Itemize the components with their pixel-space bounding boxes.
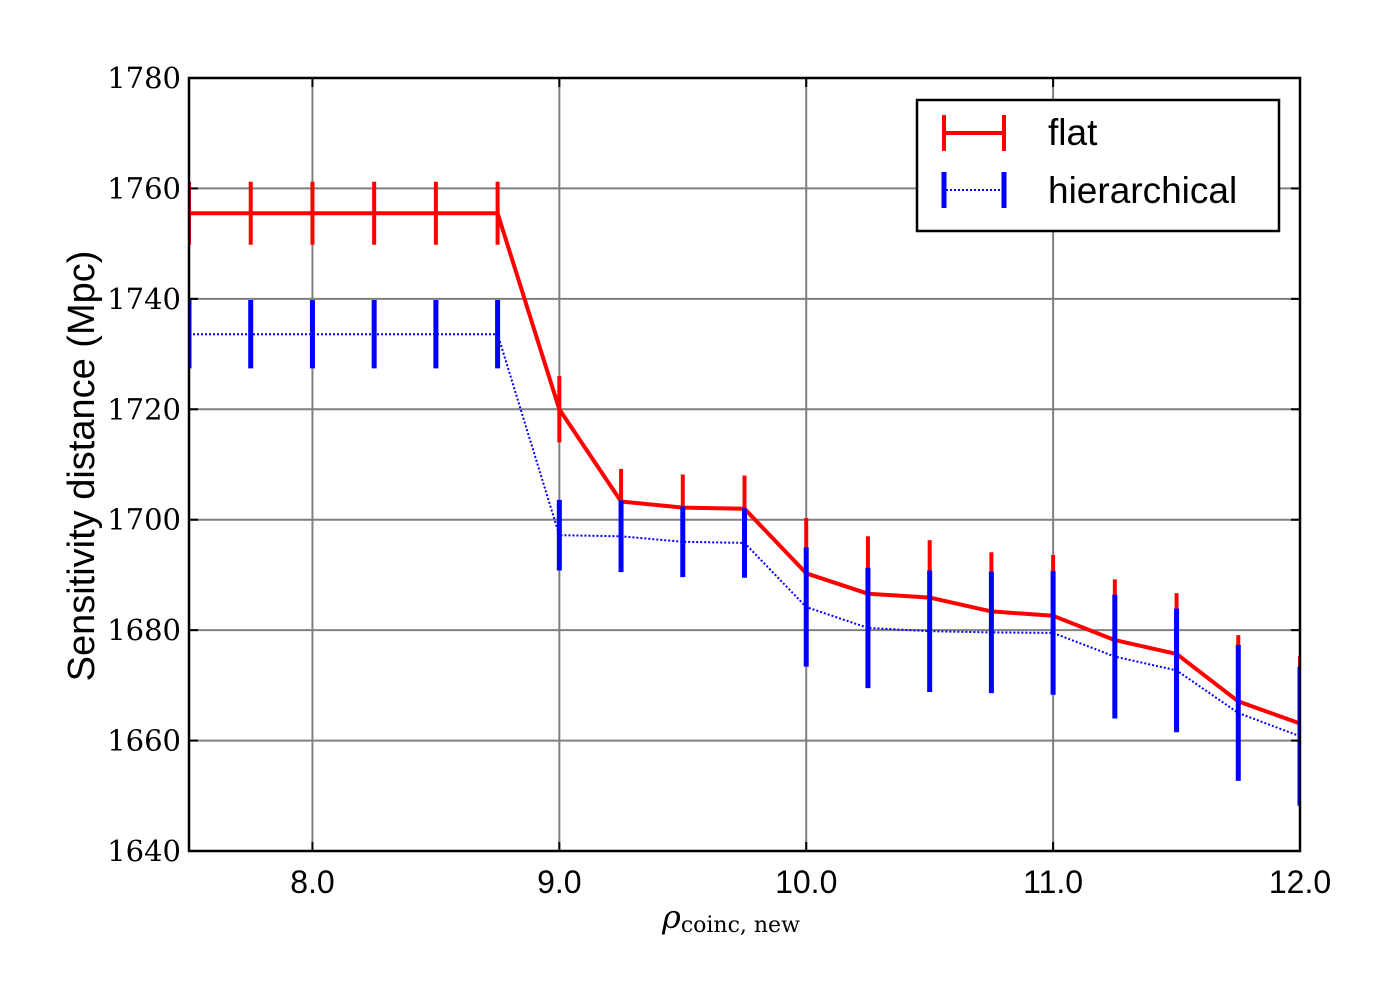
x-tick-label: 10.0 [775, 864, 837, 900]
plot-frame [187, 76, 1302, 853]
x-tick-label: 8.0 [290, 864, 334, 900]
x-axis-label-symbol: ρ [661, 898, 681, 936]
series-layer [189, 181, 1300, 806]
x-axis-label-subscript: coinc, new [681, 913, 800, 938]
y-tick-label: 1760 [107, 171, 181, 205]
legend-entry-hierarchical: hierarchical [941, 170, 1237, 211]
x-tick-label: 12.0 [1269, 864, 1331, 900]
y-tick-label: 1740 [107, 282, 181, 316]
legend-box [915, 98, 1281, 233]
x-tick-labels: 8.0 9.0 10.0 11.0 12.0 [290, 864, 1331, 900]
legend-label-flat: flat [1048, 112, 1098, 153]
y-tick-label: 1720 [107, 392, 181, 426]
x-tick-label: 9.0 [537, 864, 581, 900]
legend-label-hierarchical: hierarchical [1048, 170, 1237, 211]
legend: flat hierarchical [915, 98, 1281, 233]
y-tick-label: 1680 [107, 613, 181, 647]
x-axis-label: ρcoinc, new [661, 898, 800, 938]
ticks [189, 77, 1301, 852]
y-axis-label: Sensitivity distance (Mpc) [61, 251, 103, 682]
y-tick-label: 1700 [107, 503, 181, 537]
y-tick-labels: 1640 1660 1680 1700 1720 1740 1760 1780 [107, 61, 181, 868]
x-tick-label: 11.0 [1023, 864, 1083, 900]
series-line-flat [189, 211, 1300, 726]
y-tick-label: 1660 [107, 724, 181, 758]
y-tick-label: 1640 [107, 834, 181, 868]
legend-entry-flat: flat [942, 112, 1098, 153]
series-hierarchical [189, 299, 1300, 806]
y-tick-label: 1780 [107, 61, 181, 95]
series-flat [189, 181, 1300, 791]
